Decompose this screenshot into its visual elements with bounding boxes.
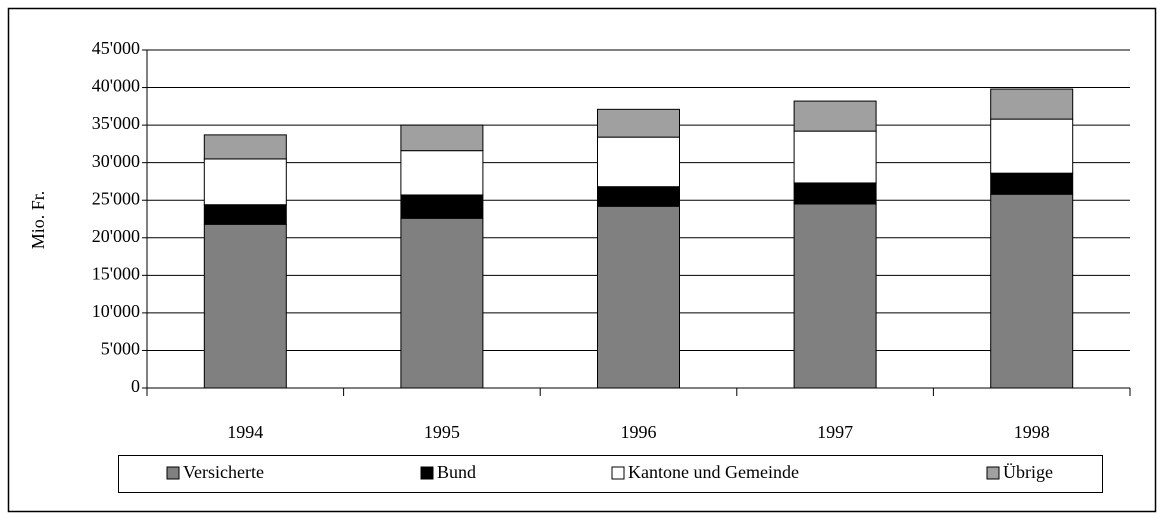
bar-segment bbox=[400, 194, 484, 219]
bar-segment bbox=[793, 182, 877, 205]
y-tick-label: 0 bbox=[131, 376, 140, 396]
bar-segment bbox=[793, 203, 877, 389]
bar-segment bbox=[793, 100, 877, 132]
y-tick-label: 40'000 bbox=[92, 76, 140, 96]
y-tick-label: 20'000 bbox=[92, 226, 140, 246]
y-tick-label: 30'000 bbox=[92, 151, 140, 171]
x-tick-label: 1997 bbox=[817, 422, 853, 442]
x-tick-label: 1995 bbox=[424, 422, 460, 442]
legend-label: Versicherte bbox=[183, 462, 264, 482]
y-tick-label: 25'000 bbox=[92, 188, 140, 208]
bar-segment bbox=[793, 130, 877, 184]
bar-segment bbox=[597, 186, 680, 207]
bar-segment bbox=[990, 172, 1074, 195]
y-axis-title: Mio. Fr. bbox=[28, 191, 48, 250]
bar-segment bbox=[990, 193, 1074, 389]
legend-label: Kantone und Gemeinde bbox=[628, 462, 799, 482]
x-tick-label: 1998 bbox=[1014, 422, 1050, 442]
y-tick-label: 5'000 bbox=[101, 339, 140, 359]
bar-segment bbox=[400, 150, 484, 196]
bar-segment bbox=[203, 204, 287, 225]
chart-frame bbox=[7, 7, 1157, 513]
bar-segment bbox=[990, 118, 1074, 174]
bar-segment bbox=[597, 136, 680, 188]
y-tick-label: 45'000 bbox=[92, 38, 140, 58]
legend-box bbox=[118, 455, 1103, 493]
bar-segment bbox=[400, 124, 484, 152]
bar-segment bbox=[203, 134, 287, 160]
legend-swatch bbox=[420, 466, 434, 480]
legend-swatch bbox=[611, 466, 625, 480]
bar-segment bbox=[597, 108, 680, 138]
y-tick-label: 10'000 bbox=[92, 301, 140, 321]
bar-segment bbox=[597, 205, 680, 389]
x-tick-label: 1996 bbox=[621, 422, 657, 442]
bar-segment bbox=[400, 217, 484, 389]
x-tick-label: 1994 bbox=[227, 422, 263, 442]
bar-segment bbox=[990, 88, 1074, 120]
legend-swatch bbox=[986, 466, 1000, 480]
y-tick-label: 35'000 bbox=[92, 113, 140, 133]
legend-swatch bbox=[166, 466, 180, 480]
bar-segment bbox=[203, 223, 287, 389]
legend-label: Bund bbox=[437, 462, 476, 482]
bar-segment bbox=[203, 158, 287, 206]
legend-label: Übrige bbox=[1003, 462, 1053, 482]
y-tick-label: 15'000 bbox=[92, 263, 140, 283]
